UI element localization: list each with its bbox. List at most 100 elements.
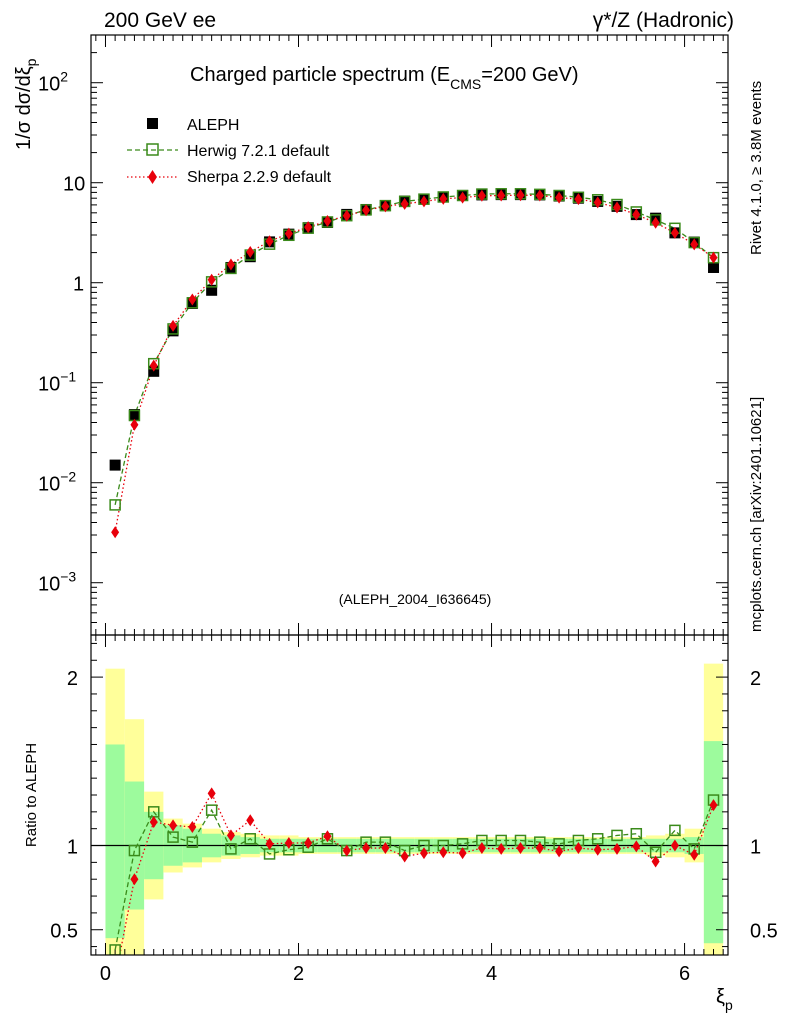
sherpa-ratio-point	[613, 842, 622, 855]
sherpa-ratio-point	[226, 829, 235, 842]
y-tick-base: 10	[38, 474, 60, 496]
sherpa-point	[246, 245, 255, 258]
sherpa-ratio-point	[323, 830, 332, 843]
x-tick-label: 6	[679, 963, 690, 985]
sherpa-ratio-point	[188, 821, 197, 833]
sherpa-ratio-point	[207, 787, 216, 800]
sherpa-point	[342, 209, 351, 222]
herwig-point	[109, 499, 121, 511]
sherpa-point	[439, 192, 448, 205]
sherpa-point	[400, 197, 409, 210]
y-tick-label-main: 10	[63, 174, 85, 196]
sherpa-ratio-point	[670, 839, 679, 852]
y-tick-label-main: 10−2	[38, 469, 76, 496]
sherpa-ratio-point	[555, 845, 564, 858]
sherpa-point	[226, 258, 235, 271]
y-tick-base: 10	[38, 374, 60, 396]
y-tick-base: 10	[63, 174, 85, 196]
sherpa-point	[516, 189, 525, 202]
sherpa-point	[535, 189, 544, 202]
data-layer	[109, 188, 720, 985]
sherpa-point	[188, 293, 197, 306]
sherpa-point	[497, 189, 506, 202]
sherpa-ratio-point	[574, 842, 583, 855]
sherpa-ratio-point	[362, 842, 371, 855]
herwig-line	[114, 193, 714, 506]
x-label-subscript: p	[725, 997, 733, 1013]
legend-label-herwig: Herwig 7.2.1 default	[187, 143, 330, 160]
sherpa-point	[574, 193, 583, 206]
herwig-ratio-line	[114, 799, 715, 951]
sherpa-point	[419, 195, 428, 208]
legend-marker-aleph	[147, 118, 158, 129]
analysis-id: (ALEPH_2004_I636645)	[339, 591, 492, 607]
sherpa-ratio-point	[535, 842, 544, 855]
y-tick-label-ratio-right: 1	[750, 837, 761, 859]
y-tick-label-main: 10−3	[38, 569, 76, 596]
ratio-panel-frame	[90, 634, 729, 956]
x-tick-label: 2	[293, 963, 304, 985]
sherpa-ratio-point	[709, 799, 718, 812]
ratio-series	[109, 787, 720, 985]
y-tick-label-ratio-left: 0.5	[50, 921, 78, 943]
sherpa-point	[593, 196, 602, 209]
y-tick-label-ratio-right: 2	[750, 668, 761, 690]
sherpa-ratio-point	[304, 837, 313, 849]
chart-title: Charged particle spectrum (ECMS=200 GeV)	[190, 64, 579, 92]
sherpa-point	[458, 191, 467, 204]
sherpa-ratio-point	[381, 842, 390, 855]
y-tick-label-ratio-left: 1	[67, 837, 78, 859]
sherpa-ratio-point	[439, 846, 448, 859]
y-tick-label-main: 102	[38, 69, 68, 96]
legend-label-aleph: ALEPH	[187, 117, 239, 134]
side-text-bottom: mcplots.cern.ch [arXiv:2401.10621]	[748, 397, 765, 632]
y-tick-exponent: −2	[60, 469, 76, 485]
y-tick-base: 10	[38, 74, 60, 96]
aleph-point	[708, 261, 720, 273]
sherpa-point	[169, 319, 178, 332]
sherpa-ratio-point	[651, 855, 660, 868]
herwig-ratio-point	[244, 833, 256, 845]
sherpa-ratio-point	[149, 815, 158, 828]
herwig-ratio-point	[128, 844, 141, 857]
y-tick-label-main: 10−1	[38, 369, 76, 396]
band-green	[105, 744, 125, 939]
sherpa-point	[323, 215, 332, 228]
sherpa-ratio-point	[516, 842, 525, 855]
sherpa-ratio-point	[632, 840, 641, 853]
sherpa-point	[555, 191, 564, 204]
herwig-ratio-point	[186, 836, 199, 848]
y-label-ratio: Ratio to ALEPH	[23, 743, 40, 847]
sherpa-ratio-point	[342, 844, 351, 857]
sherpa-point	[690, 238, 699, 251]
sherpa-line	[114, 194, 714, 533]
sherpa-ratio-point	[458, 847, 467, 860]
band-green	[703, 741, 724, 944]
header-right: γ*/Z (Hadronic)	[593, 9, 734, 32]
y-tick-label-main: 1	[73, 274, 84, 296]
sherpa-ratio-point	[111, 973, 119, 985]
sherpa-ratio-point	[400, 850, 409, 863]
aleph-point	[206, 284, 218, 296]
sherpa-point	[130, 418, 139, 431]
y-tick-exponent: −3	[60, 569, 76, 585]
sherpa-ratio-point	[497, 842, 506, 855]
title-subscript: CMS	[450, 76, 481, 92]
sherpa-ratio-point	[169, 819, 178, 832]
aleph-point	[109, 459, 121, 471]
herwig-ratio-point	[630, 827, 643, 840]
title-main: Charged particle spectrum (E	[190, 64, 450, 86]
sherpa-ratio-point	[593, 843, 602, 856]
sherpa-ratio-point	[477, 842, 486, 855]
sherpa-point	[265, 235, 274, 248]
x-label-text: ξ	[716, 986, 725, 1008]
sherpa-point	[111, 526, 120, 539]
y-tick-label-ratio-right: 0.5	[750, 921, 778, 943]
y-tick-exponent: 2	[60, 69, 68, 85]
sherpa-point	[149, 359, 158, 372]
sherpa-point	[670, 226, 679, 239]
sherpa-ratio-point	[284, 837, 293, 849]
sherpa-point	[709, 251, 718, 264]
aleph-point	[128, 409, 140, 421]
